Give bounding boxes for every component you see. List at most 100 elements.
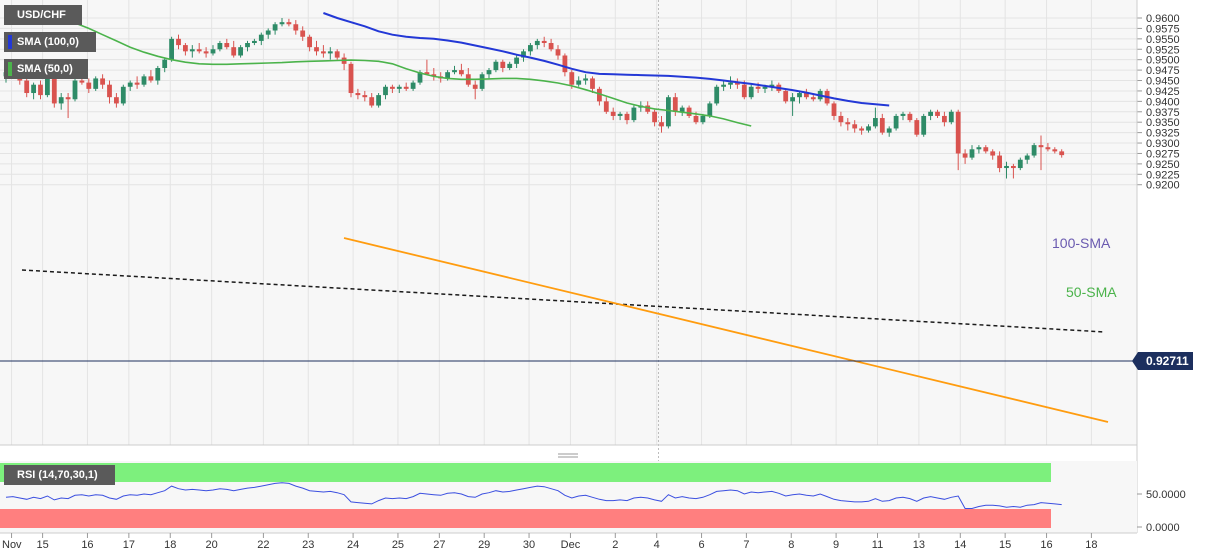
x-tick-label: 4 <box>654 539 660 551</box>
candle <box>452 65 457 75</box>
candle <box>307 34 312 52</box>
candle <box>769 80 775 91</box>
candle <box>348 61 354 98</box>
candle <box>183 43 188 56</box>
x-tick-label: 15 <box>36 539 48 551</box>
candle <box>831 101 837 121</box>
descending-resistance-line <box>21 269 1106 333</box>
candle <box>666 95 671 129</box>
candle <box>252 38 257 46</box>
rsi-grid: 50.0000 0.0000 <box>1137 489 1186 534</box>
candle <box>893 113 899 131</box>
candle <box>334 49 340 60</box>
pair-label[interactable]: USD/CHF <box>4 5 82 25</box>
candle <box>631 105 637 123</box>
candle <box>355 88 361 100</box>
candle <box>210 45 216 56</box>
sma100-line <box>323 12 890 107</box>
candle <box>231 40 237 58</box>
candle <box>562 53 568 77</box>
sma100-legend[interactable]: SMA (100,0) <box>4 32 96 52</box>
candle <box>935 109 940 119</box>
candle <box>914 118 920 137</box>
candle <box>224 38 230 50</box>
candle <box>1004 161 1009 179</box>
candle <box>507 61 513 71</box>
y-tick-label: 0.9475 <box>1146 65 1180 77</box>
panel-resize-handle[interactable] <box>558 453 578 458</box>
candle <box>238 45 243 58</box>
candle <box>114 93 119 108</box>
candle <box>1045 143 1051 152</box>
candle <box>659 115 664 133</box>
candle <box>679 105 685 116</box>
candle <box>176 34 181 50</box>
y-tick-label: 0.9500 <box>1146 55 1180 67</box>
rsi-legend[interactable]: RSI (14,70,30,1) <box>4 465 115 485</box>
x-tick-label: 15 <box>999 539 1011 551</box>
y-tick-label: 0.9525 <box>1146 44 1180 56</box>
x-tick-label: Dec <box>561 539 581 551</box>
y-tick-label: 0.9325 <box>1146 128 1180 140</box>
candle <box>459 63 464 77</box>
candle <box>873 107 878 129</box>
candle <box>948 109 954 125</box>
main-plot-background <box>0 0 1137 445</box>
x-tick-label: 7 <box>743 539 749 551</box>
x-tick-label: 20 <box>206 539 218 551</box>
candle <box>314 40 319 56</box>
x-tick-label: 9 <box>833 539 839 551</box>
candle <box>189 45 195 58</box>
rsi-tick-label: 0.0000 <box>1146 522 1180 534</box>
y-tick-label: 0.9450 <box>1146 76 1180 88</box>
x-tick-label: Nov <box>2 539 22 551</box>
candle <box>424 59 430 75</box>
candle <box>879 113 885 135</box>
candle <box>120 84 126 106</box>
rsi-swatch <box>8 468 12 482</box>
candle <box>431 68 437 81</box>
x-tick-label: 25 <box>392 539 404 551</box>
candle <box>907 111 913 123</box>
candle <box>721 80 726 91</box>
candle <box>396 84 402 94</box>
candle <box>845 118 851 131</box>
x-tick-label: 24 <box>347 539 359 551</box>
candle <box>790 93 795 116</box>
sma50-legend[interactable]: SMA (50,0) <box>4 59 88 79</box>
pair-label-text: USD/CHF <box>17 9 66 21</box>
candle <box>555 45 561 60</box>
candle <box>390 84 395 94</box>
rsi-tick-label: 50.0000 <box>1146 489 1186 501</box>
candle <box>859 126 864 135</box>
y-tick-label: 0.9275 <box>1146 148 1180 160</box>
sma50-swatch <box>8 62 12 76</box>
candle <box>134 76 140 89</box>
sma50-line <box>47 12 752 127</box>
candle <box>72 76 78 102</box>
last-price-label: 0.92711 <box>1132 352 1193 370</box>
y-tick-label: 0.9300 <box>1146 138 1180 150</box>
y-tick-label: 0.9550 <box>1146 34 1180 46</box>
candle <box>383 84 388 100</box>
rsi-oversold-zone <box>0 509 1051 528</box>
candle <box>1052 147 1058 154</box>
sma100-swatch <box>8 35 12 49</box>
candle <box>38 80 43 100</box>
candle <box>1031 143 1037 158</box>
candle <box>534 38 540 50</box>
candle <box>548 38 554 52</box>
candle <box>735 78 740 89</box>
y-tick-label: 0.9425 <box>1146 86 1180 98</box>
candle <box>479 72 485 91</box>
candle <box>624 111 630 125</box>
candle <box>203 47 209 58</box>
candle <box>583 74 588 85</box>
candle <box>376 93 381 108</box>
candle <box>65 93 71 119</box>
candle <box>472 80 478 100</box>
candle <box>500 59 506 73</box>
candle <box>272 22 278 35</box>
candle <box>141 74 147 87</box>
